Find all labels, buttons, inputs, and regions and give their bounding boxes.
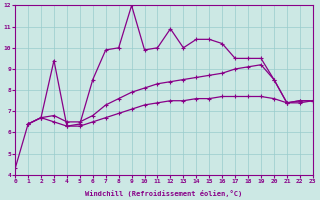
X-axis label: Windchill (Refroidissement éolien,°C): Windchill (Refroidissement éolien,°C) <box>85 190 243 197</box>
